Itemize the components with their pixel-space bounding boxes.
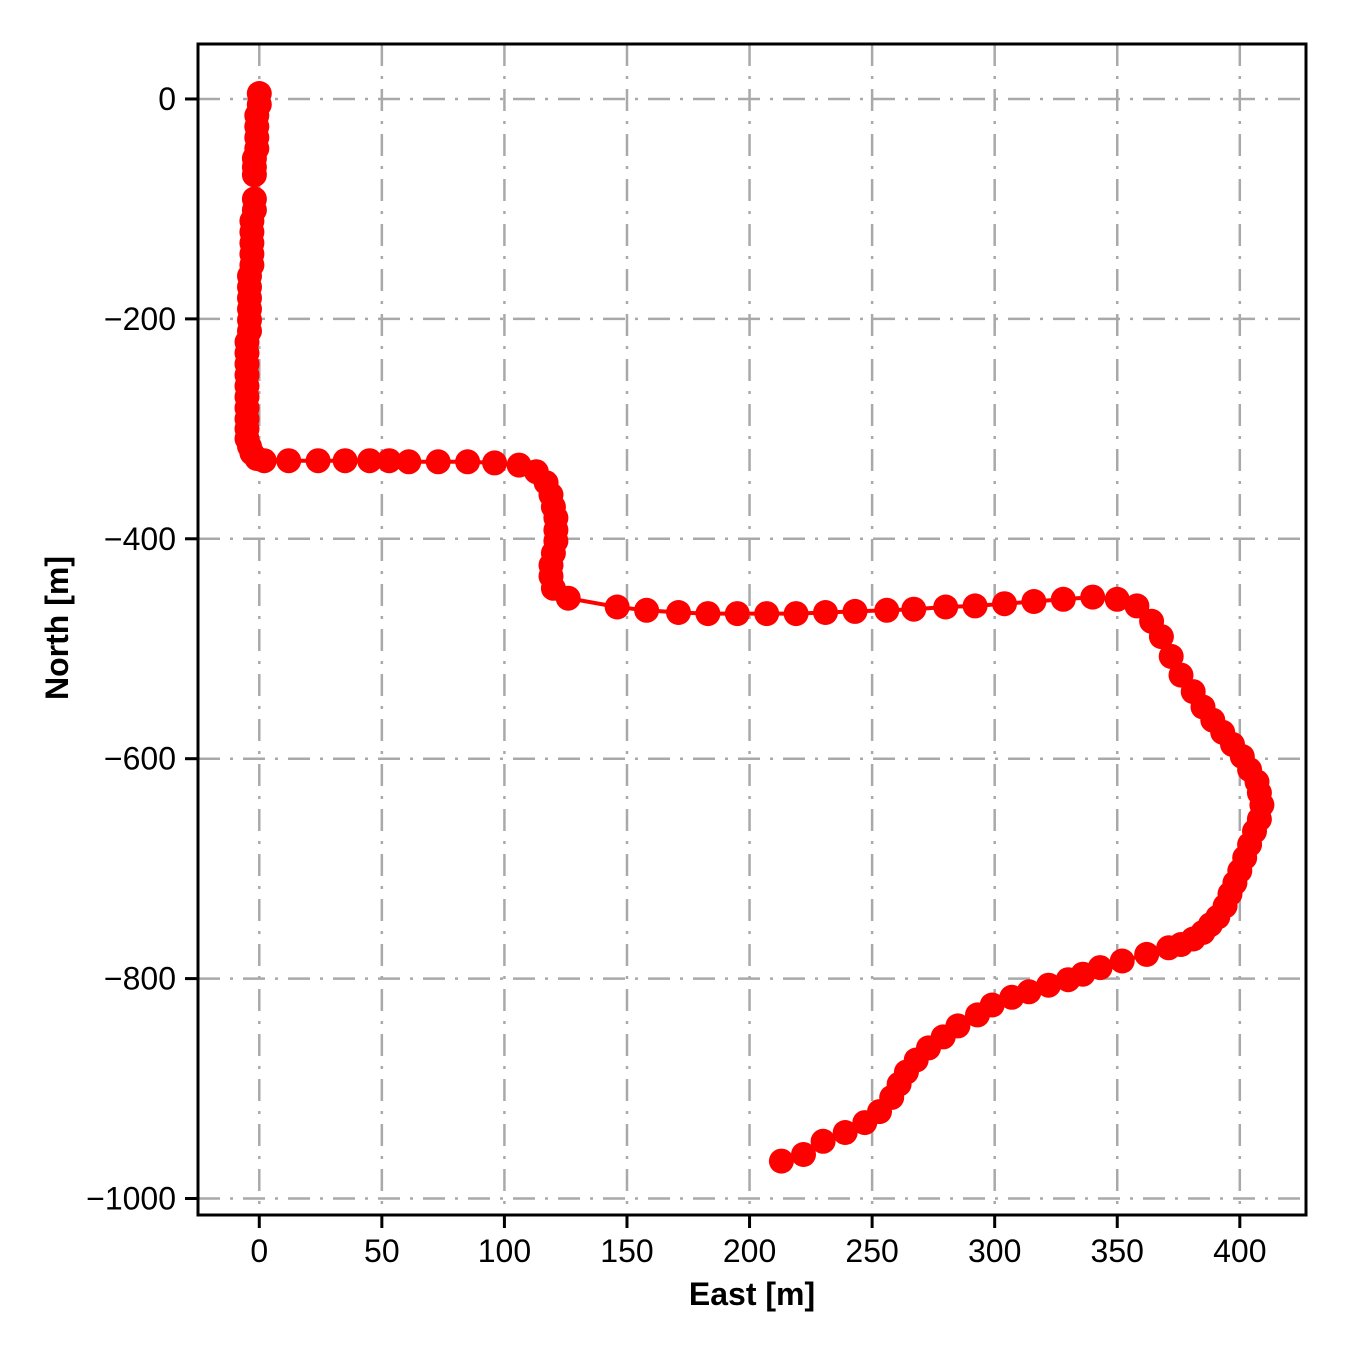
trajectory-point: [555, 585, 581, 611]
trajectory-point: [1156, 935, 1182, 961]
trajectory-point: [965, 1002, 990, 1028]
trajectory-point: [305, 448, 331, 474]
trajectory-point: [455, 449, 481, 475]
trajectory-point: [1055, 967, 1081, 993]
trajectory-point: [1109, 948, 1135, 974]
trajectory-point: [901, 596, 927, 622]
x-tick-label: 200: [723, 1233, 776, 1269]
trajectory-point: [724, 601, 750, 627]
trajectory-point: [376, 448, 402, 474]
trajectory-line: [245, 91, 1264, 1164]
tick-layer: [185, 97, 1242, 1228]
x-tick-label: 150: [600, 1233, 653, 1269]
trajectory-point: [842, 598, 868, 624]
x-tick-label: 100: [478, 1233, 531, 1269]
trajectory-point: [666, 600, 691, 625]
x-tick-label: 350: [1091, 1233, 1144, 1269]
x-tick-label: 400: [1213, 1233, 1266, 1269]
trajectory-point: [357, 448, 383, 474]
trajectory-point: [874, 597, 900, 623]
trajectory-point: [791, 1142, 816, 1167]
y-axis-label: North [m]: [39, 556, 75, 700]
trajectory-point: [810, 1128, 836, 1154]
trajectory-point: [1104, 586, 1130, 612]
x-axis-label: East [m]: [689, 1276, 815, 1312]
trajectory-point: [634, 597, 660, 623]
trajectory-point: [332, 448, 358, 474]
trajectory-point: [832, 1120, 858, 1145]
trajectory-point: [695, 601, 721, 627]
trajectory-point: [1080, 584, 1106, 610]
y-tick-label: −1000: [86, 1181, 176, 1217]
trajectory-point: [1158, 643, 1184, 669]
grid-layer: [198, 44, 1306, 1215]
trajectory-point: [1134, 941, 1160, 967]
trajectory-point: [768, 1148, 794, 1174]
trajectory-point: [251, 448, 277, 474]
trajectory-point: [783, 601, 809, 627]
x-tick-label: 300: [968, 1233, 1021, 1269]
trajectory-point: [1021, 589, 1047, 614]
y-tick-label: 0: [158, 81, 176, 117]
trajectory-point: [813, 600, 838, 625]
x-tick-label: 250: [845, 1233, 898, 1269]
y-tick-label: −600: [104, 741, 176, 777]
trajectory-point: [999, 984, 1025, 1010]
trajectory-point: [1036, 972, 1062, 998]
trajectory-point: [992, 591, 1017, 617]
trajectory-point: [1148, 624, 1174, 650]
trajectory-point: [241, 162, 267, 188]
trajectory-point: [962, 593, 988, 619]
trajectory-point: [604, 594, 630, 620]
trajectory-point: [1050, 586, 1076, 612]
y-tick-label: −800: [104, 961, 176, 997]
x-tick-label: 50: [364, 1233, 400, 1269]
y-tick-label: −400: [104, 521, 176, 557]
trajectory-point: [482, 450, 508, 476]
series-layer: [234, 81, 1275, 1174]
trajectory-point: [754, 601, 780, 627]
tick-label-layer: 0 50 100 150 200 250 300 350 400 0 −200 −400 −600 −80…: [86, 81, 1266, 1269]
trajectory-point: [933, 594, 959, 620]
trajectory-point: [276, 448, 302, 474]
trajectory-point: [396, 449, 422, 475]
trajectory-point: [852, 1110, 878, 1136]
plot-border: [196, 42, 1308, 1217]
y-tick-label: −200: [104, 301, 176, 337]
x-tick-label: 0: [250, 1233, 268, 1269]
trajectory-point: [425, 449, 451, 475]
